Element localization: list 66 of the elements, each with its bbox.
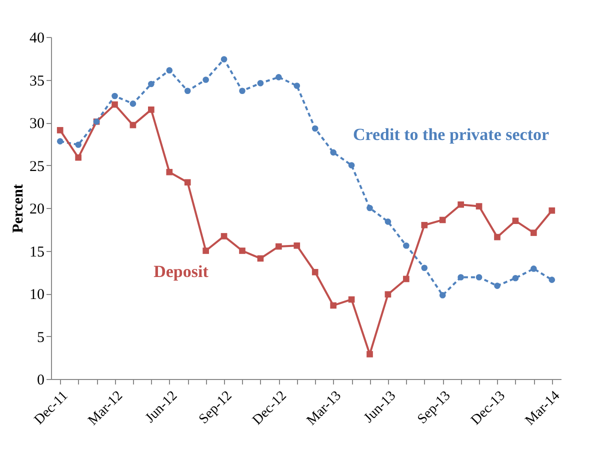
y-tick-label: 10 bbox=[30, 287, 44, 303]
point bbox=[366, 204, 373, 212]
series-label: Credit to the private sector bbox=[352, 125, 550, 144]
point bbox=[530, 230, 537, 236]
point bbox=[384, 291, 392, 298]
point bbox=[330, 149, 336, 156]
y-tick-label: 25 bbox=[30, 158, 44, 175]
point bbox=[530, 266, 537, 272]
point bbox=[330, 302, 336, 309]
point bbox=[403, 276, 410, 282]
point bbox=[166, 168, 173, 176]
point bbox=[458, 201, 464, 208]
point bbox=[512, 218, 519, 224]
point bbox=[312, 125, 318, 132]
point bbox=[348, 162, 355, 168]
point bbox=[239, 88, 246, 94]
point bbox=[403, 242, 410, 249]
y-tick-label: 30 bbox=[30, 116, 44, 132]
point bbox=[75, 142, 82, 148]
point bbox=[202, 76, 209, 83]
point bbox=[294, 242, 300, 249]
point bbox=[548, 276, 556, 283]
point bbox=[312, 268, 318, 276]
point bbox=[512, 274, 519, 282]
point bbox=[257, 80, 264, 86]
point bbox=[439, 292, 446, 298]
point bbox=[220, 233, 228, 240]
point bbox=[348, 296, 355, 303]
point bbox=[494, 282, 500, 289]
point bbox=[130, 100, 136, 107]
point bbox=[294, 82, 300, 89]
point bbox=[220, 56, 228, 62]
point bbox=[75, 154, 82, 161]
point bbox=[148, 80, 154, 88]
y-axis-title: Percent bbox=[10, 184, 26, 233]
point bbox=[494, 234, 500, 240]
y-tick-label: 35 bbox=[30, 73, 44, 90]
point bbox=[458, 274, 464, 280]
point bbox=[184, 88, 191, 94]
point bbox=[421, 222, 428, 228]
point bbox=[366, 351, 373, 358]
point bbox=[276, 243, 282, 250]
point bbox=[56, 138, 64, 144]
series-label: Deposit bbox=[154, 262, 209, 281]
point bbox=[202, 248, 209, 254]
y-tick-label: 0 bbox=[37, 372, 44, 388]
point bbox=[148, 106, 154, 113]
point bbox=[476, 274, 482, 280]
point bbox=[384, 218, 392, 225]
point bbox=[130, 122, 136, 128]
point bbox=[548, 207, 556, 214]
point bbox=[166, 67, 173, 74]
point bbox=[276, 74, 282, 80]
point bbox=[112, 92, 118, 100]
y-tick-label: 15 bbox=[30, 244, 44, 260]
y-tick-label: 40 bbox=[30, 30, 44, 46]
point bbox=[257, 255, 264, 262]
point bbox=[112, 101, 118, 108]
point bbox=[184, 179, 191, 186]
point bbox=[421, 264, 428, 272]
point bbox=[439, 216, 446, 224]
y-tick-label: 5 bbox=[37, 330, 44, 346]
y-tick-label: 20 bbox=[30, 202, 44, 218]
point bbox=[56, 127, 64, 134]
point bbox=[476, 203, 482, 210]
point bbox=[239, 248, 246, 254]
